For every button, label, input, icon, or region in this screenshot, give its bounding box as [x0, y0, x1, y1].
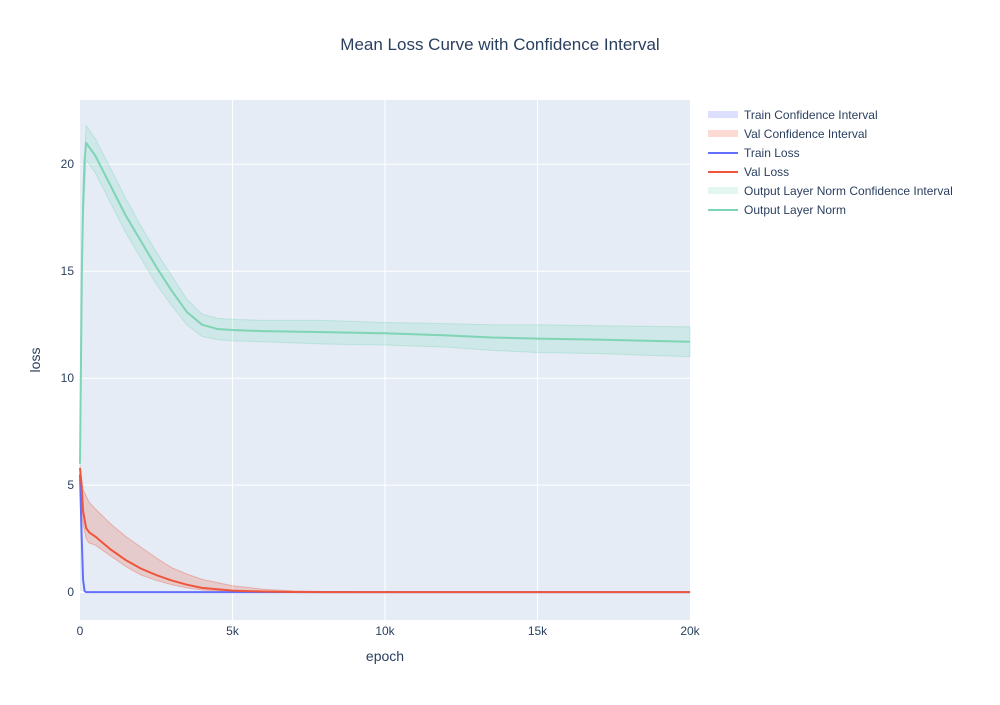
y-tick-label: 15: [61, 264, 75, 278]
legend-item-train-confidence-interval[interactable]: Train Confidence Interval: [708, 108, 878, 122]
legend-label: Val Loss: [744, 165, 789, 179]
legend-label: Output Layer Norm: [744, 203, 846, 217]
legend-swatch: [708, 111, 738, 118]
y-tick-label: 20: [61, 157, 75, 171]
legend-item-output-layer-norm[interactable]: Output Layer Norm: [708, 203, 846, 217]
x-tick-label: 20k: [680, 624, 700, 638]
y-tick-label: 5: [67, 478, 74, 492]
legend-label: Train Loss: [744, 146, 800, 160]
y-axis-title: loss: [27, 348, 43, 373]
legend-item-val-loss[interactable]: Val Loss: [708, 165, 789, 179]
legend-swatch: [708, 187, 738, 194]
x-axis-ticks: 0 5k 10k 15k 20k: [77, 624, 701, 638]
legend[interactable]: Train Confidence Interval Val Confidence …: [708, 108, 953, 217]
legend-label: Train Confidence Interval: [744, 108, 878, 122]
x-tick-label: 10k: [375, 624, 395, 638]
legend-label: Val Confidence Interval: [744, 127, 867, 141]
x-tick-label: 0: [77, 624, 84, 638]
legend-item-train-loss[interactable]: Train Loss: [708, 146, 800, 160]
legend-item-output-layer-norm-confidence-interval[interactable]: Output Layer Norm Confidence Interval: [708, 184, 953, 198]
y-tick-label: 10: [61, 371, 75, 385]
y-tick-label: 0: [67, 585, 74, 599]
chart-title: Mean Loss Curve with Confidence Interval: [340, 35, 659, 54]
legend-swatch: [708, 130, 738, 137]
legend-label: Output Layer Norm Confidence Interval: [744, 184, 953, 198]
x-tick-label: 5k: [226, 624, 240, 638]
legend-item-val-confidence-interval[interactable]: Val Confidence Interval: [708, 127, 867, 141]
series-lines: [79, 141, 691, 594]
y-axis-ticks: 0 5 10 15 20: [61, 157, 75, 599]
output-layer-norm-confidence-interval-band: [79, 124, 691, 469]
val-loss-line: [79, 467, 690, 594]
output-layer-norm-line: [79, 141, 691, 464]
x-axis-title: epoch: [366, 648, 404, 664]
x-tick-label: 15k: [528, 624, 548, 638]
